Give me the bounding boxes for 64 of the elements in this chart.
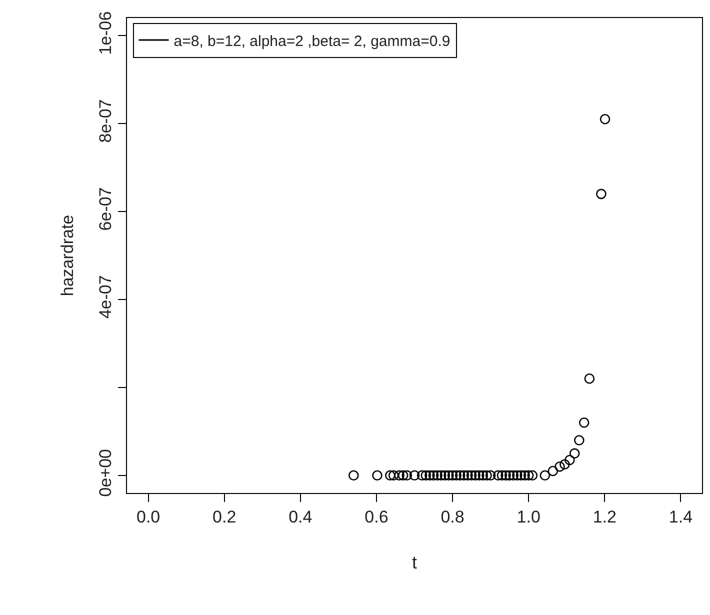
point <box>574 435 584 446</box>
point <box>348 470 359 481</box>
y-tick-label: 4e-07 <box>96 275 116 319</box>
point <box>372 470 382 481</box>
point <box>569 448 580 459</box>
x-axis-title: t <box>412 552 418 572</box>
x-tick-label: 0.2 <box>212 507 236 526</box>
point <box>436 470 446 481</box>
x-tick-label: 0.8 <box>440 507 464 526</box>
point <box>447 470 458 481</box>
y-tick-label: 8e-07 <box>96 99 116 143</box>
x-tick-label: 1.2 <box>592 507 616 526</box>
point <box>485 470 496 481</box>
point <box>560 459 570 470</box>
point <box>398 470 408 481</box>
point <box>584 374 595 384</box>
point <box>420 470 432 481</box>
point <box>520 470 530 481</box>
point <box>478 470 488 481</box>
point <box>496 470 508 481</box>
point <box>428 470 439 481</box>
point <box>462 470 473 481</box>
point <box>504 470 515 481</box>
point <box>388 470 399 481</box>
point <box>444 470 454 481</box>
point <box>432 470 442 481</box>
x-tick-label: 1.0 <box>516 507 540 526</box>
point <box>394 470 404 481</box>
y-tick-label: 6e-07 <box>96 187 116 231</box>
point <box>512 470 522 481</box>
point <box>493 470 504 481</box>
y-axis-title: hazardrate <box>58 214 77 296</box>
legend-label: a=8, b=12, alpha=2 ,beta= 2, gamma=0.9 <box>174 32 450 50</box>
x-tick-label: 0.6 <box>364 507 388 526</box>
point <box>516 470 526 481</box>
point <box>451 470 462 481</box>
point <box>424 470 435 481</box>
point <box>466 470 477 481</box>
point <box>523 470 534 481</box>
point <box>385 470 396 481</box>
x-tick-label: 0.0 <box>136 507 160 526</box>
point <box>454 470 466 481</box>
point <box>540 470 550 481</box>
point <box>470 470 480 481</box>
x-tick-label: 0.4 <box>288 507 312 526</box>
point <box>564 454 575 466</box>
point <box>548 466 558 476</box>
point <box>409 470 420 481</box>
point <box>554 461 565 472</box>
y-tick-label: 1e-06 <box>96 11 116 55</box>
point <box>527 470 538 481</box>
point <box>440 470 450 481</box>
point <box>600 114 610 124</box>
point <box>500 470 511 481</box>
point <box>578 417 590 428</box>
point <box>416 470 428 481</box>
x-tick-label: 1.4 <box>668 507 693 526</box>
point <box>402 470 412 481</box>
point <box>458 470 470 481</box>
point <box>596 188 606 200</box>
point <box>474 470 484 481</box>
point <box>482 470 492 481</box>
y-tick-label: 0e+00 <box>96 448 116 497</box>
point <box>508 470 519 481</box>
